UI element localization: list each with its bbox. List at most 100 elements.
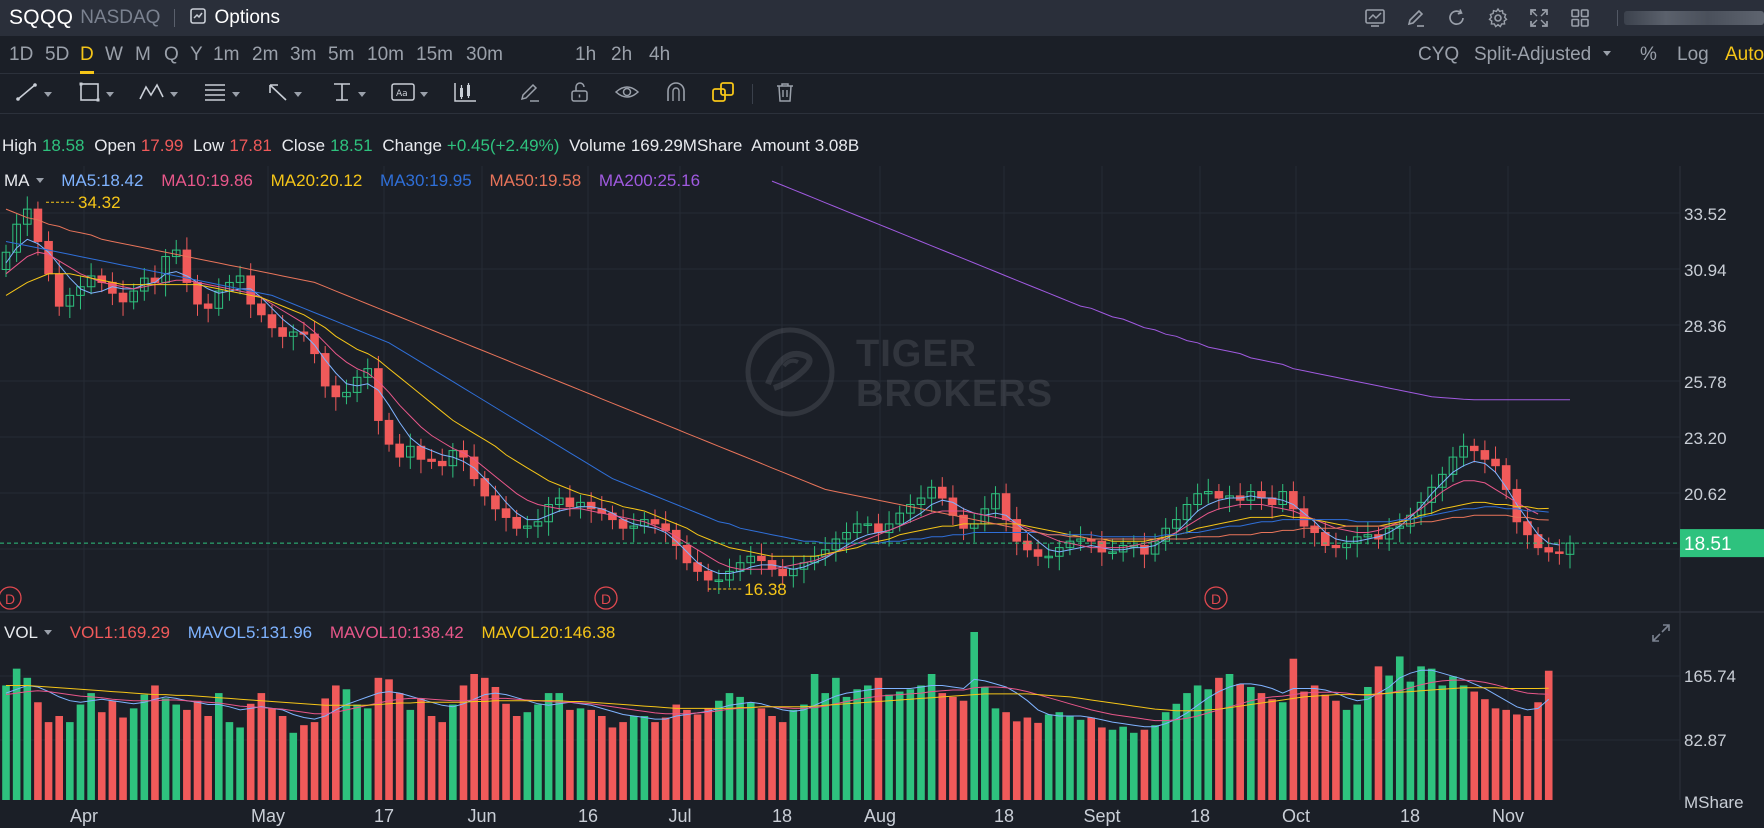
adjust-select[interactable]: Split-Adjusted — [1474, 44, 1617, 66]
volume-bar — [395, 693, 404, 800]
ma20-line — [5, 273, 1549, 557]
volume-bar — [129, 708, 138, 800]
volume-bar — [1193, 685, 1202, 800]
candle-body — [1203, 491, 1213, 495]
volume-bar — [1374, 666, 1383, 800]
candle-body — [1182, 504, 1192, 521]
period-15m[interactable]: 15m — [416, 44, 453, 65]
fibonacci-tool[interactable] — [202, 82, 240, 106]
magnet-tool[interactable] — [664, 81, 688, 106]
candle-body — [1555, 551, 1564, 554]
chevron-down-icon — [44, 91, 52, 97]
symbol-ticker[interactable]: SQQQ — [9, 6, 74, 29]
sync-drawings-tool[interactable] — [710, 81, 736, 106]
period-y[interactable]: Y — [190, 44, 203, 65]
candle-body — [565, 497, 575, 508]
candle-body — [512, 516, 521, 529]
volume-bar — [438, 722, 447, 800]
edit-icon[interactable] — [1404, 6, 1428, 30]
period-m[interactable]: M — [135, 44, 151, 65]
period-2m[interactable]: 2m — [252, 44, 279, 65]
dividend-marker[interactable] — [594, 586, 618, 610]
candle-body — [1278, 491, 1288, 506]
period-q[interactable]: Q — [164, 44, 179, 65]
volume-bar — [332, 685, 340, 800]
options-button[interactable]: Options — [189, 7, 280, 30]
volume-bar — [800, 704, 808, 800]
fibonacci-icon — [202, 81, 228, 108]
volume-bar — [1161, 712, 1170, 800]
period-d[interactable]: D — [80, 44, 94, 74]
volume-bar — [268, 708, 276, 800]
candle-body — [1023, 540, 1032, 551]
log-toggle[interactable]: Log — [1677, 44, 1709, 65]
dividend-marker[interactable] — [1204, 586, 1228, 610]
lock-tool[interactable] — [568, 81, 592, 106]
period-3m[interactable]: 3m — [290, 44, 317, 65]
dividend-marker[interactable] — [0, 586, 22, 610]
cyq-toggle[interactable]: CYQ — [1418, 44, 1460, 65]
volume-bar — [1438, 685, 1447, 800]
delete-drawings-tool[interactable] — [774, 82, 796, 106]
fullscreen-icon[interactable] — [1527, 6, 1551, 30]
volume-bar — [683, 709, 691, 800]
gear-icon[interactable] — [1486, 6, 1510, 30]
brush-tool[interactable] — [518, 82, 542, 106]
rectangle-tool[interactable] — [78, 82, 114, 106]
candle-body — [1140, 544, 1149, 555]
volume-bar — [108, 700, 117, 800]
trendline-tool[interactable] — [14, 82, 52, 106]
period-1h[interactable]: 1h — [575, 44, 597, 65]
chart-type-icon[interactable] — [1363, 6, 1387, 30]
period-w[interactable]: W — [105, 44, 123, 65]
expand-icon[interactable] — [1650, 622, 1672, 649]
x-axis-label: Oct — [1282, 806, 1310, 826]
visibility-tool[interactable] — [614, 82, 640, 106]
pattern-tool[interactable] — [138, 82, 178, 106]
volume-bar — [1119, 726, 1127, 800]
period-30m[interactable]: 30m — [466, 44, 503, 65]
vol-indicator-label[interactable]: VOL — [4, 623, 39, 642]
period-1m[interactable]: 1m — [213, 44, 240, 65]
mavol5-line — [5, 669, 1550, 728]
candle-body — [703, 570, 713, 581]
volume-bar — [917, 685, 925, 800]
chevron-down-icon — [358, 91, 366, 97]
period-2h[interactable]: 2h — [611, 44, 633, 65]
candle-body — [1523, 521, 1532, 536]
candle-body — [320, 353, 330, 387]
layout-grid-icon[interactable] — [1568, 6, 1592, 30]
volume-bar — [1087, 717, 1096, 800]
volume-bar — [991, 708, 1000, 800]
volume-bar — [1332, 700, 1340, 800]
period-4h[interactable]: 4h — [649, 44, 671, 65]
x-axis-label: May — [251, 806, 285, 826]
chevron-down-icon — [1603, 50, 1612, 56]
candle-body — [1214, 491, 1224, 499]
volume-bar — [555, 693, 564, 800]
period-5m[interactable]: 5m — [328, 44, 355, 65]
period-10m[interactable]: 10m — [367, 44, 404, 65]
period-1d[interactable]: 1D — [9, 44, 34, 65]
indicator-tool[interactable] — [452, 82, 478, 106]
measure-tool[interactable] — [330, 82, 366, 106]
volume-bar — [661, 717, 670, 800]
volume-bar — [1204, 689, 1213, 800]
refresh-icon[interactable] — [1445, 6, 1469, 30]
candle-body — [437, 460, 447, 467]
mavol20-value: MAVOL20:146.38 — [481, 623, 616, 642]
chevron-down-icon[interactable] — [44, 629, 53, 635]
volume-bar — [1151, 725, 1159, 800]
period-5d[interactable]: 5D — [45, 44, 70, 65]
arrow-tool[interactable] — [266, 82, 302, 106]
candle-body — [831, 538, 841, 551]
percent-toggle[interactable]: % — [1640, 44, 1657, 65]
auto-toggle[interactable]: Auto — [1725, 44, 1764, 65]
ma-indicator-label[interactable]: MA — [4, 171, 30, 190]
volume-bar — [906, 689, 915, 800]
volume-bar — [1066, 716, 1074, 800]
text-tool[interactable]: Aa — [390, 82, 428, 106]
chevron-down-icon[interactable] — [35, 177, 44, 183]
